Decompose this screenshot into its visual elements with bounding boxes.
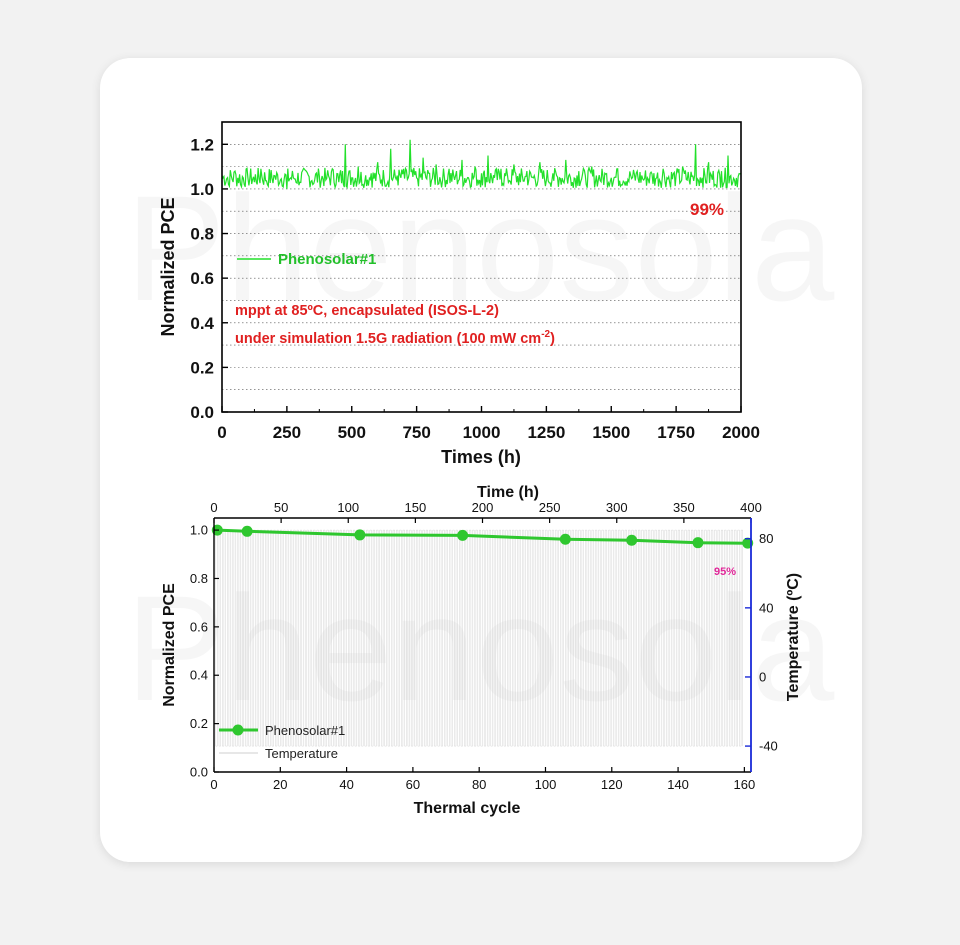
bottom-x-tick-label: 20 [273,777,287,792]
bottom-x-tick-label: 120 [601,777,623,792]
top-x-tick-label: 1000 [463,423,501,442]
pce-thermal-point [241,525,253,537]
y2-tick-label: 40 [759,600,773,615]
bottom-y-axis: 0.0 0.2 0.4 0.6 0.8 1.0 [190,523,219,780]
bottom-x-axis-label: Thermal cycle [414,800,521,817]
top-x-tick-label: 2000 [722,423,760,442]
bottom-x-tick-label: 60 [406,777,420,792]
pce-thermal-point [559,533,571,545]
x2-tick-label: 150 [405,500,427,515]
top-grid [222,144,741,390]
bottom-legend-label-pce: Phenosolar#1 [265,723,345,738]
bottom-x-tick-label: 80 [472,777,486,792]
x2-tick-label: 300 [606,500,628,515]
y2-tick-label: 0 [759,669,766,684]
top-x-tick-label: 0 [217,423,226,442]
top-x-tick-label: 500 [338,423,366,442]
bottom-legend-label-temp: Temperature [265,746,338,761]
top-x-tick-label: 1750 [657,423,695,442]
condition-line-1: mppt at 85ºC, encapsulated (ISOS-L-2) [235,303,499,319]
x2-tick-label: 200 [472,500,494,515]
bottom-y-tick-label: 0.2 [190,716,208,731]
top-x-tick-label: 750 [402,423,430,442]
bottom-y-tick-label: 0.6 [190,619,208,634]
retention-95-label: 95% [714,566,736,578]
bottom-x-tick-label: 100 [535,777,557,792]
pce-series-line [221,139,742,190]
temperature-trace [213,529,743,747]
retention-99-label: 99% [690,200,724,219]
top-x-tick-label: 1500 [592,423,630,442]
right-y2-axis: -40 0 40 80 [745,531,778,754]
top-y-tick-label: 0.6 [190,269,214,288]
top-x2-axis: 0 50 100 150 200 250 300 350 400 [210,500,762,523]
bottom-y-tick-label: 0.4 [190,668,208,683]
top-x-axis-label: Times (h) [441,447,521,467]
y2-tick-label: -40 [759,739,778,754]
temperature-line [213,529,743,747]
bottom-y-tick-label: 0.0 [190,765,208,780]
pce-thermal-point [626,534,638,546]
bottom-x-axis: 0 20 40 60 80 100 120 140 160 [210,767,755,792]
top-y-tick-label: 0.4 [190,314,214,333]
pce-thermal-point [354,529,366,541]
x2-tick-label: 250 [539,500,561,515]
top-series-group [221,139,742,190]
top-y-axis: 0.0 0.2 0.4 0.6 0.8 1.0 1.2 [190,135,228,422]
bottom-x-tick-label: 140 [667,777,689,792]
bottom-x-tick-label: 160 [734,777,756,792]
x2-tick-label: 50 [274,500,288,515]
x2-tick-label: 350 [673,500,695,515]
thermal-cycle-chart: 0 20 40 60 80 100 120 140 160 0 50 100 150 200 250 300… [161,484,802,817]
x2-tick-label: 100 [337,500,359,515]
y2-tick-label: 80 [759,531,773,546]
pce-thermal-point [457,529,469,541]
top-y-tick-label: 1.0 [190,180,214,199]
bottom-y-tick-label: 0.8 [190,571,208,586]
bottom-y-tick-label: 1.0 [190,523,208,538]
bottom-legend-marker [232,724,244,736]
bottom-x-tick-label: 40 [339,777,353,792]
top-x-tick-label: 1250 [527,423,565,442]
x2-tick-label: 0 [210,500,217,515]
pce-vs-time-chart: 0 250 500 750 1000 1250 1500 1750 2000 0.0 0.2 0.4… [158,121,760,467]
top-legend-label: Phenosolar#1 [278,251,376,268]
right-y2-axis-label: Temperature (ºC) [785,573,802,701]
pce-thermal-line [217,528,748,545]
top-y-tick-label: 0.2 [190,358,214,377]
top-y-tick-label: 0.8 [190,225,214,244]
top-x2-axis-label: Time (h) [477,484,539,501]
bottom-x-tick-label: 0 [210,777,217,792]
top-x-tick-label: 250 [273,423,301,442]
top-y-tick-label: 1.2 [190,135,214,154]
x2-tick-label: 400 [740,500,762,515]
pce-thermal-point [692,537,704,549]
top-y-axis-label: Normalized PCE [158,197,178,336]
top-x-axis: 0 250 500 750 1000 1250 1500 1750 2000 [217,406,760,442]
top-y-tick-label: 0.0 [190,403,214,422]
condition-line-2: under simulation 1.5G radiation (100 mW … [235,329,555,347]
bottom-y-axis-label: Normalized PCE [161,583,178,707]
